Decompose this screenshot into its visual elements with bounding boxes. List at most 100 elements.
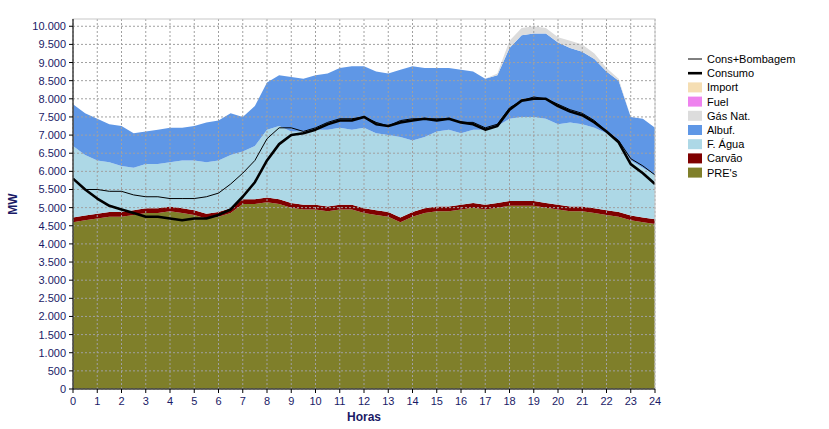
x-tick bbox=[218, 389, 219, 393]
line-1 bbox=[73, 99, 655, 221]
grid-y bbox=[73, 262, 655, 263]
x-tick-label: 24 bbox=[649, 395, 661, 407]
x-tick bbox=[461, 389, 462, 393]
x-tick-label: 20 bbox=[552, 395, 564, 407]
x-tick bbox=[315, 389, 316, 393]
x-tick-label: 11 bbox=[334, 395, 345, 407]
x-tick-label: 12 bbox=[358, 395, 370, 407]
legend-swatch bbox=[688, 72, 702, 75]
grid-x bbox=[97, 19, 98, 389]
legend-label: Consumo bbox=[707, 67, 754, 79]
line-0 bbox=[73, 97, 655, 199]
grid-x bbox=[170, 19, 171, 389]
x-tick-label: 2 bbox=[118, 395, 124, 407]
x-tick-label: 13 bbox=[382, 395, 394, 407]
x-tick-label: 17 bbox=[479, 395, 491, 407]
x-tick bbox=[509, 389, 510, 393]
x-tick-label: 8 bbox=[264, 395, 270, 407]
legend: Cons+BombagemConsumoImportFuelGás Nat.Al… bbox=[688, 53, 795, 179]
x-tick bbox=[485, 389, 486, 393]
x-tick-label: 16 bbox=[455, 395, 467, 407]
y-tick-label: 4.000 bbox=[38, 238, 66, 250]
y-tick bbox=[69, 116, 73, 117]
grid-x bbox=[339, 19, 340, 389]
y-tick-label: 2.500 bbox=[38, 292, 66, 304]
x-tick-label: 5 bbox=[191, 395, 197, 407]
y-tick-label: 3.000 bbox=[38, 274, 66, 286]
y-tick bbox=[69, 243, 73, 244]
x-tick-label: 9 bbox=[288, 395, 294, 407]
x-tick-label: 7 bbox=[240, 395, 246, 407]
x-tick-label: 0 bbox=[70, 395, 76, 407]
legend-label: F. Água bbox=[707, 138, 745, 150]
grid-x bbox=[315, 19, 316, 389]
grid-x bbox=[218, 19, 219, 389]
y-tick-label: 0 bbox=[60, 383, 66, 395]
legend-swatch bbox=[688, 97, 702, 107]
x-tick bbox=[73, 389, 74, 393]
y-tick bbox=[69, 62, 73, 63]
y-tick-label: 8.000 bbox=[38, 93, 66, 105]
x-axis-label: Horas bbox=[347, 410, 381, 424]
x-tick bbox=[339, 389, 340, 393]
grid-x bbox=[364, 19, 365, 389]
legend-label: Gás Nat. bbox=[707, 110, 750, 122]
grid-x bbox=[485, 19, 486, 389]
x-tick bbox=[267, 389, 268, 393]
x-tick bbox=[170, 389, 171, 393]
y-tick-label: 1.500 bbox=[38, 329, 66, 341]
legend-label: PRE's bbox=[707, 167, 738, 179]
legend-swatch bbox=[688, 168, 702, 178]
x-tick bbox=[436, 389, 437, 393]
x-tick bbox=[630, 389, 631, 393]
x-tick-label: 22 bbox=[600, 395, 612, 407]
grid-y bbox=[73, 334, 655, 335]
grid-y bbox=[73, 26, 655, 27]
legend-label: Fuel bbox=[707, 96, 728, 108]
y-tick-label: 500 bbox=[48, 365, 66, 377]
lines bbox=[73, 97, 655, 220]
y-tick-label: 5.000 bbox=[38, 202, 66, 214]
x-tick bbox=[97, 389, 98, 393]
grid-x bbox=[509, 19, 510, 389]
legend-swatch bbox=[688, 125, 702, 135]
x-tick bbox=[582, 389, 583, 393]
y-tick-label: 6.500 bbox=[38, 147, 66, 159]
y-tick bbox=[69, 207, 73, 208]
x-tick bbox=[194, 389, 195, 393]
x-tick bbox=[558, 389, 559, 393]
grid-x bbox=[388, 19, 389, 389]
y-tick bbox=[69, 280, 73, 281]
legend-swatch bbox=[688, 111, 702, 121]
y-tick-label: 8.500 bbox=[38, 75, 66, 87]
x-tick-label: 15 bbox=[431, 395, 443, 407]
x-tick bbox=[388, 389, 389, 393]
y-tick-label: 1.000 bbox=[38, 347, 66, 359]
y-tick bbox=[69, 153, 73, 154]
grid-x bbox=[267, 19, 268, 389]
x-tick bbox=[655, 389, 656, 393]
x-tick bbox=[121, 389, 122, 393]
y-tick bbox=[69, 370, 73, 371]
grid-y bbox=[73, 62, 655, 63]
y-tick-label: 5.500 bbox=[38, 183, 66, 195]
y-tick bbox=[69, 26, 73, 27]
y-tick bbox=[69, 44, 73, 45]
y-tick bbox=[69, 262, 73, 263]
x-tick-label: 21 bbox=[576, 395, 588, 407]
y-tick bbox=[69, 189, 73, 190]
y-tick-label: 3.500 bbox=[38, 256, 66, 268]
grid-y bbox=[73, 189, 655, 190]
x-tick-label: 6 bbox=[215, 395, 221, 407]
x-tick-label: 19 bbox=[528, 395, 540, 407]
y-tick bbox=[69, 80, 73, 81]
x-tick-label: 23 bbox=[625, 395, 637, 407]
legend-label: Carvão bbox=[707, 152, 742, 164]
x-tick-label: 14 bbox=[406, 395, 418, 407]
grid-y bbox=[73, 225, 655, 226]
x-tick bbox=[145, 389, 146, 393]
grid-x bbox=[145, 19, 146, 389]
grid-x bbox=[630, 19, 631, 389]
x-tick-label: 3 bbox=[143, 395, 149, 407]
x-tick-label: 1 bbox=[94, 395, 100, 407]
